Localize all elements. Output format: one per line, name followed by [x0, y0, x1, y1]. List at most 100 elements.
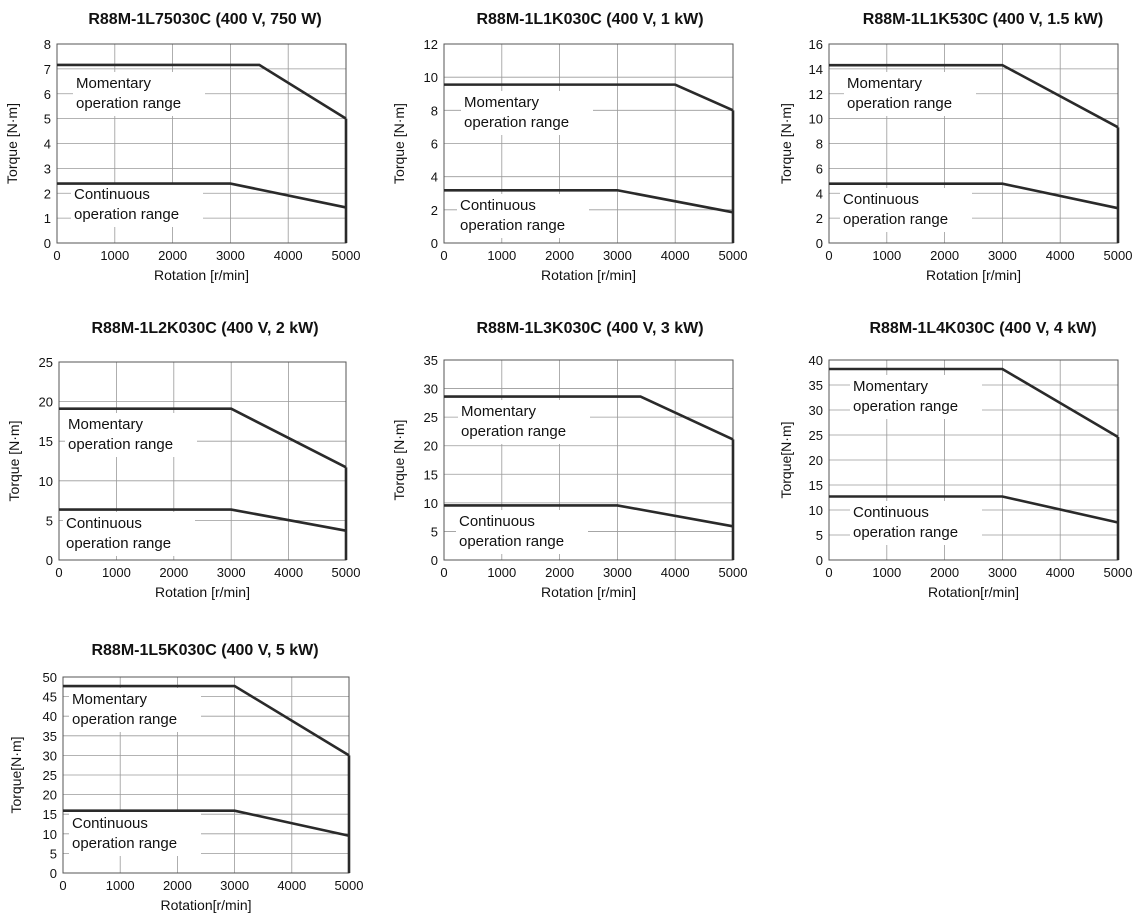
- x-axis-label: Rotation [r/min]: [155, 584, 250, 600]
- y-tick-label: 15: [43, 807, 57, 822]
- y-tick-label: 8: [44, 37, 51, 52]
- y-tick-label: 35: [424, 353, 438, 368]
- continuous-torque-curve: [829, 182, 1119, 210]
- y-tick-label: 20: [39, 395, 53, 410]
- y-axis-label: Torque [N·m]: [391, 420, 407, 501]
- annotation-background: [457, 194, 589, 238]
- y-tick-label: 25: [43, 768, 57, 783]
- continuous-torque-curve: [444, 504, 734, 528]
- y-tick-label: 0: [431, 236, 438, 251]
- momentary-range-label: operation range: [847, 95, 952, 112]
- y-tick-label: 4: [816, 186, 823, 201]
- momentary-range-label: Momentary: [72, 691, 148, 708]
- continuous-torque-curve: [63, 809, 350, 838]
- y-tick-label: 25: [424, 410, 438, 425]
- y-tick-label: 2: [816, 211, 823, 226]
- x-tick-label: 5000: [332, 248, 361, 263]
- chart-title: R88M-1L5K030C (400 V, 5 kW): [91, 642, 318, 659]
- continuous-torque-curve: [444, 188, 734, 214]
- momentary-torque-curve: [444, 83, 734, 112]
- y-tick-label: 10: [424, 496, 438, 511]
- annotation-background: [850, 501, 982, 545]
- x-tick-label: 0: [825, 248, 832, 263]
- y-tick-label: 12: [809, 87, 823, 102]
- y-axis-label: Torque[N·m]: [778, 421, 794, 498]
- x-tick-label: 5000: [1104, 248, 1133, 263]
- y-axis-label: Torque[N·m]: [8, 736, 24, 813]
- continuous-range-label: operation range: [74, 206, 179, 223]
- y-tick-label: 30: [809, 403, 823, 418]
- y-tick-label: 5: [44, 112, 51, 127]
- y-tick-label: 12: [424, 37, 438, 52]
- continuous-torque-curve: [57, 182, 347, 209]
- x-tick-label: 1000: [872, 565, 901, 580]
- x-axis-label: Rotation [r/min]: [541, 267, 636, 283]
- y-axis-label: Torque [N·m]: [4, 103, 20, 184]
- y-tick-label: 7: [44, 62, 51, 77]
- x-tick-label: 1000: [872, 248, 901, 263]
- annotation-background: [844, 72, 976, 116]
- y-tick-label: 16: [809, 37, 823, 52]
- annotation-background: [69, 812, 201, 856]
- momentary-range-label: operation range: [72, 711, 177, 728]
- y-tick-label: 0: [44, 236, 51, 251]
- continuous-range-label: Continuous: [459, 513, 535, 530]
- continuous-range-label: Continuous: [72, 815, 148, 832]
- y-tick-label: 10: [43, 827, 57, 842]
- y-tick-label: 5: [431, 524, 438, 539]
- x-tick-label: 2000: [159, 565, 188, 580]
- x-tick-label: 3000: [220, 878, 249, 893]
- y-axis-label: Torque [N·m]: [391, 103, 407, 184]
- chart-title: R88M-1L2K030C (400 V, 2 kW): [91, 320, 318, 337]
- x-tick-label: 3000: [603, 248, 632, 263]
- x-tick-label: 0: [55, 565, 62, 580]
- x-tick-label: 4000: [1046, 248, 1075, 263]
- x-tick-label: 3000: [988, 565, 1017, 580]
- y-tick-label: 0: [816, 553, 823, 568]
- y-tick-label: 6: [44, 87, 51, 102]
- y-tick-label: 40: [809, 353, 823, 368]
- chart-title: R88M-1L1K030C (400 V, 1 kW): [476, 11, 703, 28]
- y-tick-label: 0: [46, 553, 53, 568]
- continuous-torque-curve: [59, 508, 347, 532]
- y-tick-label: 30: [424, 382, 438, 397]
- momentary-range-label: Momentary: [68, 416, 144, 433]
- y-tick-label: 35: [43, 729, 57, 744]
- chart-title: R88M-1L1K530C (400 V, 1.5 kW): [863, 11, 1103, 28]
- x-tick-label: 1000: [102, 565, 131, 580]
- y-tick-label: 15: [424, 467, 438, 482]
- x-tick-label: 5000: [719, 248, 748, 263]
- chart-title: R88M-1L3K030C (400 V, 3 kW): [476, 320, 703, 337]
- continuous-range-label: Continuous: [66, 515, 142, 532]
- momentary-torque-curve: [829, 63, 1119, 129]
- y-tick-label: 15: [39, 434, 53, 449]
- x-tick-label: 2000: [163, 878, 192, 893]
- continuous-range-label: Continuous: [843, 191, 919, 208]
- continuous-range-label: Continuous: [460, 197, 536, 214]
- momentary-range-label: Momentary: [464, 94, 540, 111]
- y-tick-label: 0: [816, 236, 823, 251]
- y-tick-label: 25: [809, 428, 823, 443]
- continuous-range-label: operation range: [843, 211, 948, 228]
- y-tick-label: 3: [44, 161, 51, 176]
- y-tick-label: 0: [431, 553, 438, 568]
- chart-panel-7: R88M-1L5K030C (400 V, 5 kW) 0 1000 2000 3000…: [8, 642, 363, 913]
- y-tick-label: 35: [809, 378, 823, 393]
- x-tick-label: 3000: [988, 248, 1017, 263]
- continuous-range-label: operation range: [459, 533, 564, 550]
- momentary-range-label: Momentary: [847, 75, 923, 92]
- x-tick-label: 4000: [1046, 565, 1075, 580]
- y-tick-label: 4: [431, 170, 438, 185]
- x-tick-label: 1000: [100, 248, 129, 263]
- annotation-background: [840, 188, 972, 232]
- chart-panel-2: R88M-1L1K030C (400 V, 1 kW) 0 1000 2000 3000…: [391, 11, 747, 283]
- x-tick-label: 2000: [930, 565, 959, 580]
- y-tick-label: 6: [431, 137, 438, 152]
- y-axis-label: Torque [N·m]: [778, 103, 794, 184]
- x-tick-label: 3000: [603, 565, 632, 580]
- momentary-torque-curve: [57, 63, 347, 120]
- x-tick-label: 4000: [661, 248, 690, 263]
- x-tick-label: 0: [53, 248, 60, 263]
- y-tick-label: 8: [816, 137, 823, 152]
- annotation-background: [65, 413, 197, 457]
